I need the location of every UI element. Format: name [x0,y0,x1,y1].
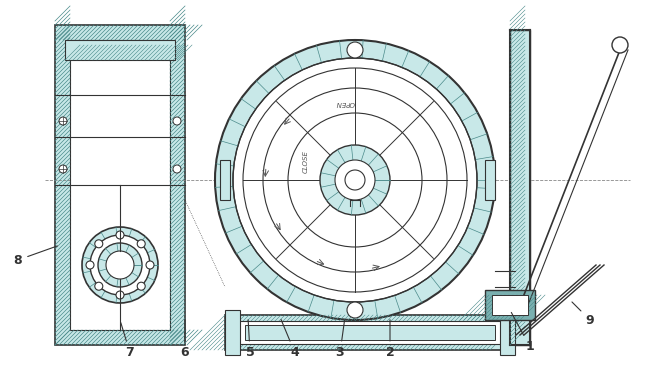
Text: 4: 4 [281,320,300,360]
Bar [485,290,535,320]
Circle shape [173,165,181,173]
Circle shape [95,282,103,290]
Circle shape [82,227,158,303]
Circle shape [146,261,154,269]
Circle shape [59,117,67,125]
Text: 6: 6 [181,320,189,360]
Text: OPEN: OPEN [335,100,354,106]
Circle shape [59,165,67,173]
Text: 9: 9 [572,302,594,327]
Circle shape [233,58,477,302]
Circle shape [95,240,103,248]
Circle shape [320,145,390,215]
Bar [245,325,495,340]
Circle shape [106,251,134,279]
Circle shape [335,160,375,200]
Text: 2: 2 [385,320,395,360]
Bar [237,321,503,344]
Circle shape [347,42,363,58]
Circle shape [90,235,150,295]
Bar [70,40,170,330]
Text: CLOSE: CLOSE [303,150,309,173]
Bar [220,160,230,200]
Bar [510,30,530,345]
Circle shape [612,37,628,53]
Bar [65,40,175,60]
Circle shape [345,170,365,190]
Circle shape [215,40,495,320]
Text: 1: 1 [512,312,534,354]
Text: 5: 5 [246,320,254,360]
Circle shape [116,291,124,299]
Circle shape [98,243,142,287]
Circle shape [137,240,145,248]
Bar [225,315,515,350]
Bar [55,25,185,345]
Circle shape [86,261,94,269]
Bar [500,310,515,355]
Bar [492,295,528,315]
Circle shape [347,302,363,318]
Circle shape [116,231,124,239]
Text: 7: 7 [121,322,135,360]
Bar [485,160,495,200]
Circle shape [173,117,181,125]
Bar [225,310,240,355]
Text: 8: 8 [14,246,57,267]
Circle shape [137,282,145,290]
Text: 3: 3 [335,320,345,360]
